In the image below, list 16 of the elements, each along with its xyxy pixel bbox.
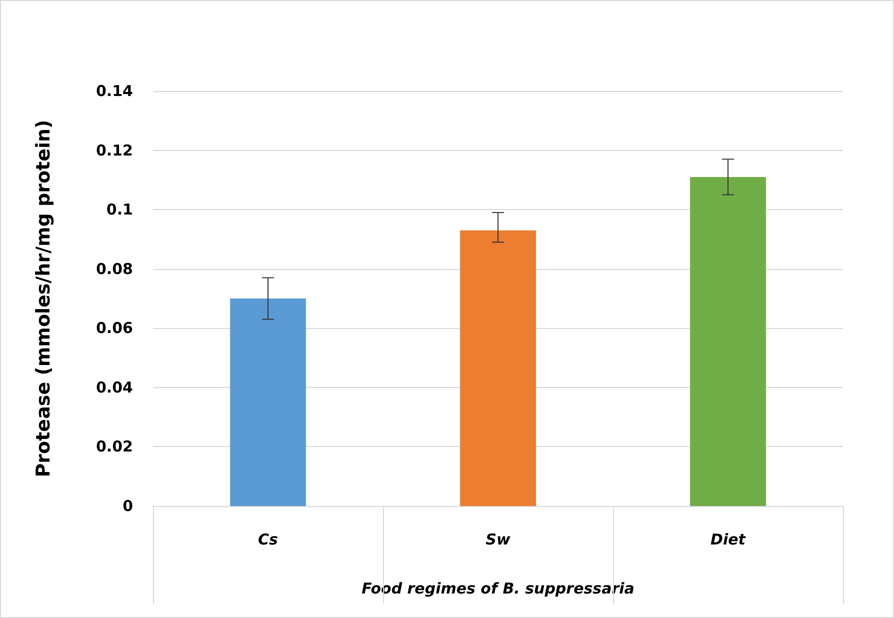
x-tick-label: Cs [258, 530, 278, 548]
y-tick-label: 0.1 [106, 200, 133, 219]
y-axis-title: Protease (mmoles/hr/mg protein) [32, 120, 54, 478]
y-tick-label: 0.04 [96, 378, 133, 396]
x-tick-label: Diet [710, 530, 746, 548]
bar [230, 298, 306, 506]
y-tick-label: 0.08 [96, 260, 133, 278]
y-tick-label: 0.02 [96, 438, 133, 456]
bar [460, 230, 536, 506]
y-tick-label: 0.14 [96, 82, 133, 100]
y-tick-label: 0 [122, 497, 133, 515]
x-axis-title: Food regimes of B. suppressaria [362, 580, 634, 598]
y-tick-label: 0.06 [96, 319, 133, 338]
bar [690, 176, 766, 506]
x-tick-label: Sw [486, 530, 510, 548]
y-tick-label: 0.12 [96, 141, 133, 160]
